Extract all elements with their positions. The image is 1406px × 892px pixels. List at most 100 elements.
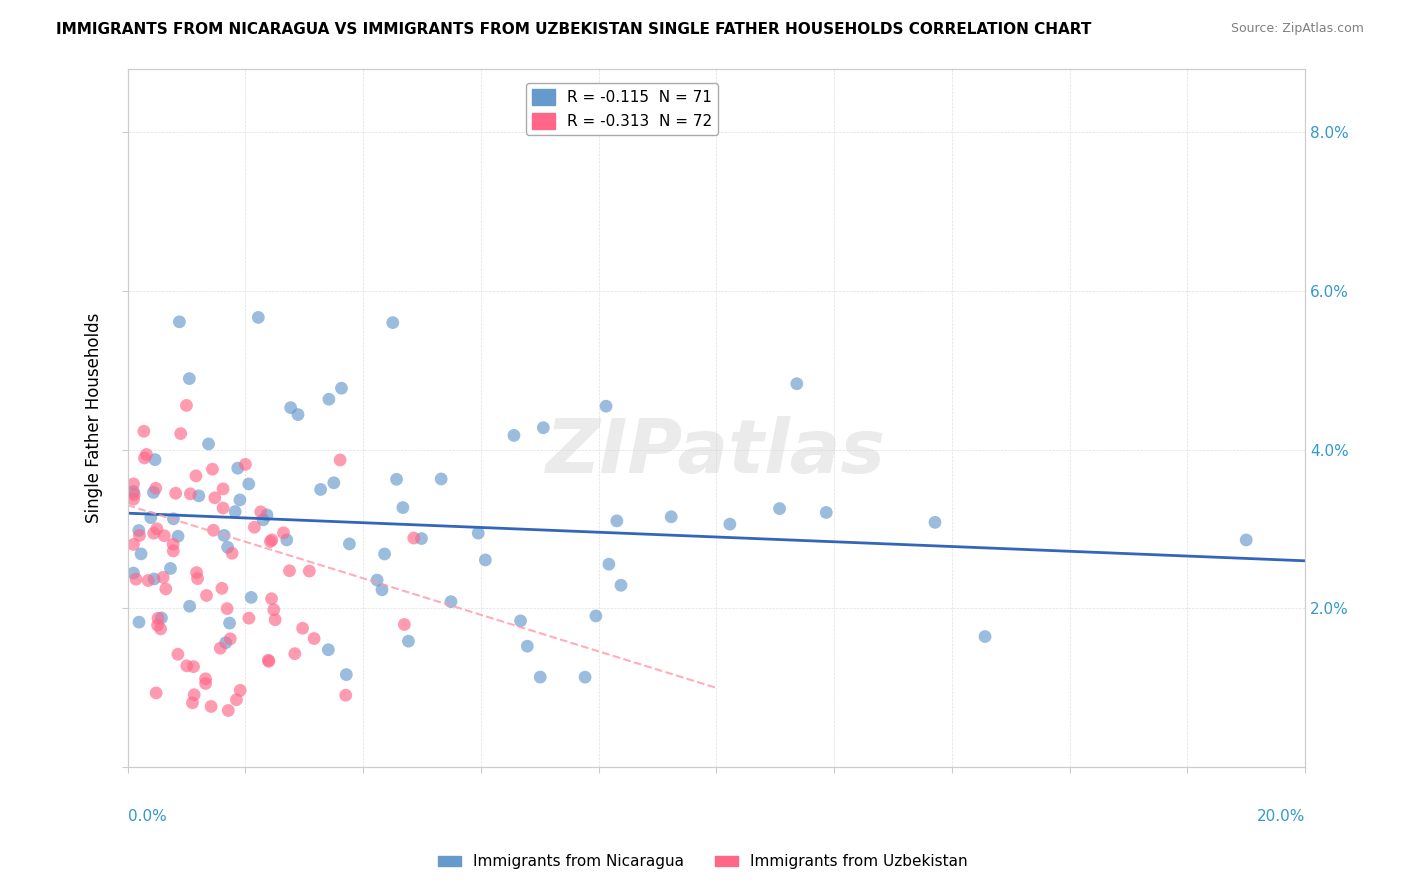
Point bbox=[169, 315, 191, 329]
Point bbox=[381, 316, 404, 330]
Point bbox=[247, 310, 270, 325]
Point bbox=[276, 533, 298, 547]
Point bbox=[217, 541, 239, 555]
Point bbox=[610, 578, 633, 592]
Point bbox=[212, 482, 235, 496]
Point bbox=[329, 453, 352, 467]
Point bbox=[145, 686, 167, 700]
Point bbox=[509, 614, 531, 628]
Point bbox=[186, 566, 208, 580]
Point bbox=[225, 692, 247, 706]
Point bbox=[366, 573, 388, 587]
Point bbox=[125, 572, 148, 586]
Point bbox=[273, 525, 295, 540]
Point bbox=[257, 654, 280, 668]
Point bbox=[217, 601, 239, 615]
Point bbox=[252, 513, 274, 527]
Text: 20.0%: 20.0% bbox=[1257, 809, 1305, 824]
Point bbox=[718, 517, 741, 532]
Point bbox=[129, 547, 152, 561]
Point bbox=[146, 618, 169, 632]
Point bbox=[595, 399, 617, 413]
Point bbox=[260, 533, 283, 547]
Point bbox=[136, 574, 159, 588]
Point bbox=[598, 558, 620, 572]
Point bbox=[211, 582, 233, 596]
Point bbox=[229, 492, 252, 507]
Point bbox=[226, 461, 249, 475]
Point bbox=[440, 595, 463, 609]
Legend: R = -0.115  N = 71, R = -0.313  N = 72: R = -0.115 N = 71, R = -0.313 N = 72 bbox=[526, 83, 718, 135]
Point bbox=[145, 481, 167, 495]
Point bbox=[302, 632, 325, 646]
Point bbox=[219, 632, 242, 646]
Point bbox=[309, 483, 332, 497]
Point bbox=[298, 564, 321, 578]
Point bbox=[402, 531, 425, 545]
Point bbox=[143, 572, 166, 586]
Point bbox=[467, 526, 489, 541]
Point bbox=[167, 529, 190, 543]
Point bbox=[374, 547, 396, 561]
Point bbox=[212, 501, 235, 516]
Text: Source: ZipAtlas.com: Source: ZipAtlas.com bbox=[1230, 22, 1364, 36]
Point bbox=[204, 491, 226, 505]
Point bbox=[209, 641, 232, 656]
Point bbox=[974, 630, 997, 644]
Point bbox=[169, 426, 191, 441]
Point bbox=[200, 699, 222, 714]
Point bbox=[786, 376, 808, 391]
Point bbox=[585, 609, 607, 624]
Point bbox=[162, 512, 184, 526]
Point bbox=[186, 572, 208, 586]
Point bbox=[606, 514, 628, 528]
Point bbox=[162, 537, 184, 551]
Point bbox=[815, 506, 838, 520]
Point bbox=[430, 472, 453, 486]
Point bbox=[529, 670, 551, 684]
Point bbox=[238, 477, 260, 491]
Point bbox=[152, 570, 174, 584]
Point bbox=[215, 636, 238, 650]
Point bbox=[516, 639, 538, 653]
Point bbox=[134, 450, 156, 465]
Point bbox=[183, 659, 205, 673]
Point bbox=[150, 611, 173, 625]
Point bbox=[122, 537, 145, 551]
Point bbox=[176, 658, 198, 673]
Point bbox=[768, 501, 790, 516]
Point bbox=[260, 591, 283, 606]
Point bbox=[122, 476, 145, 491]
Point bbox=[396, 634, 419, 648]
Point bbox=[371, 582, 394, 597]
Text: IMMIGRANTS FROM NICARAGUA VS IMMIGRANTS FROM UZBEKISTAN SINGLE FATHER HOUSEHOLDS: IMMIGRANTS FROM NICARAGUA VS IMMIGRANTS … bbox=[56, 22, 1091, 37]
Point bbox=[264, 613, 287, 627]
Point bbox=[122, 566, 145, 580]
Point bbox=[153, 529, 176, 543]
Point bbox=[197, 437, 219, 451]
Point bbox=[503, 428, 526, 442]
Point bbox=[221, 546, 243, 560]
Point bbox=[124, 487, 146, 501]
Point bbox=[143, 452, 166, 467]
Point bbox=[142, 485, 165, 500]
Point bbox=[318, 392, 340, 407]
Point bbox=[195, 589, 218, 603]
Point bbox=[238, 611, 260, 625]
Point bbox=[224, 505, 246, 519]
Point bbox=[176, 399, 198, 413]
Point bbox=[146, 611, 169, 625]
Point bbox=[257, 653, 280, 667]
Point bbox=[162, 544, 184, 558]
Point bbox=[1234, 533, 1257, 547]
Point bbox=[128, 524, 150, 538]
Legend: Immigrants from Nicaragua, Immigrants from Uzbekistan: Immigrants from Nicaragua, Immigrants fr… bbox=[432, 848, 974, 875]
Point bbox=[159, 561, 181, 575]
Point bbox=[259, 534, 281, 549]
Point bbox=[394, 617, 416, 632]
Point bbox=[184, 468, 207, 483]
Point bbox=[339, 537, 361, 551]
Point bbox=[392, 500, 415, 515]
Point bbox=[335, 667, 357, 681]
Point bbox=[318, 642, 340, 657]
